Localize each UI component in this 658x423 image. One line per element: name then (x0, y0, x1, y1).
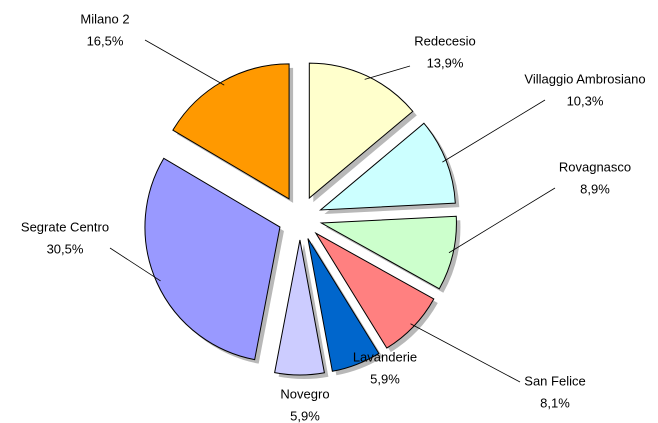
slice (274, 239, 325, 376)
slice-value-label: 8,9% (580, 181, 610, 196)
slice-value-label: 5,9% (370, 371, 400, 386)
slice-label: Milano 2 (80, 11, 129, 26)
slice-label: Lavanderie (353, 349, 417, 364)
slice-value-label: 8,1% (540, 395, 570, 410)
slice (319, 122, 456, 211)
slice-label: Novegro (280, 386, 329, 401)
slice (314, 231, 435, 349)
leader-line (109, 247, 161, 282)
slice-value-label: 30,5% (47, 241, 84, 256)
slice-label: Segrate Centro (21, 219, 109, 234)
leader-line (442, 99, 546, 163)
slice-value-label: 5,9% (290, 408, 320, 423)
leader-line (144, 39, 225, 86)
slice-label: Villaggio Ambrosiano (524, 71, 645, 86)
slice-value-label: 16,5% (87, 33, 124, 48)
slice (307, 238, 380, 372)
slice (144, 157, 281, 361)
leader-line (410, 323, 521, 383)
leader-line (448, 187, 556, 254)
slice (172, 63, 290, 200)
slice-value-label: 13,9% (427, 55, 464, 70)
slice (308, 62, 414, 200)
leader-line (364, 65, 411, 80)
slice-label: San Felice (524, 373, 585, 388)
slice (319, 215, 457, 290)
slice-value-label: 10,3% (567, 93, 604, 108)
slice-label: Rovagnasco (559, 159, 631, 174)
slice-label: Redecesio (414, 33, 475, 48)
